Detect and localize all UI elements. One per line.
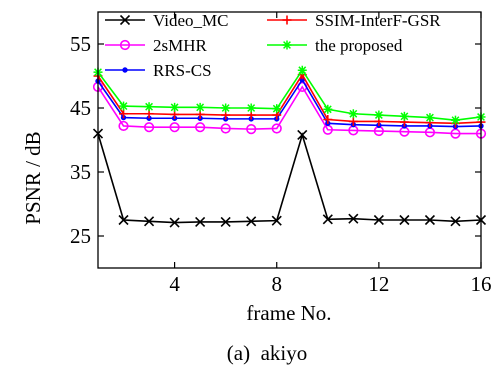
series-the-proposed-point (450, 115, 460, 125)
series-the-proposed-point (374, 110, 384, 120)
series-the-proposed-point (272, 104, 282, 114)
series-video-mc-point (195, 216, 206, 227)
series-the-proposed-line (97, 68, 482, 121)
series-2smhr-line (97, 85, 481, 135)
series-video-mc-point (450, 216, 461, 227)
legend-label: Video_MC (153, 11, 228, 30)
legend-item-the-proposed: the proposed (267, 36, 403, 55)
axes-layer: 4 8 12 16 25 35 45 55 (70, 11, 492, 296)
y-axis-label: PSNR / dB (21, 131, 45, 224)
series-video-mc-point (271, 215, 282, 226)
legend-item-video-mc: Video_MC (105, 11, 228, 30)
x-tick-label: 8 (271, 272, 282, 296)
x-axis-label: frame No. (246, 301, 331, 325)
plot-frame (97, 11, 482, 269)
series-2smhr-point (450, 128, 461, 139)
legend-label: the proposed (315, 36, 403, 55)
series-video-mc-line (97, 132, 482, 224)
legend-label: 2sMHR (153, 36, 208, 55)
legend-marker (282, 40, 292, 50)
series-the-proposed-point (246, 103, 256, 113)
series-video-mc-point (220, 216, 231, 227)
series-video-mc-point (246, 216, 257, 227)
series-ssim-interf-gsr-point (348, 116, 358, 126)
series-video-mc-point (399, 214, 410, 226)
series-2smhr-point (271, 123, 282, 134)
series-2smhr-point (246, 124, 257, 135)
series-video-mc-point (424, 214, 435, 226)
series-ssim-interf-gsr-line (97, 73, 482, 125)
plot-layer (92, 65, 487, 228)
series-2smhr (92, 81, 487, 139)
legend-marker (122, 67, 128, 73)
series-the-proposed-point (297, 65, 307, 75)
series-rrs-cs (95, 77, 484, 130)
figure-caption: (a) akiyo (227, 341, 307, 365)
series-2smhr-point (169, 122, 180, 133)
legend-item-2smhr: 2sMHR (105, 36, 208, 55)
series-ssim-interf-gsr-point (323, 115, 333, 125)
x-tick-label: 12 (368, 272, 389, 296)
series-ssim-interf-gsr-point (119, 109, 129, 119)
series-video-mc-point (322, 214, 333, 225)
series-the-proposed-point (195, 102, 205, 112)
series-the-proposed-point (144, 102, 154, 112)
series-the-proposed-point (119, 101, 129, 111)
legend-label: SSIM-InterF-GSR (315, 11, 441, 30)
series-video-mc-point (348, 213, 359, 224)
series-video-mc-point (118, 214, 129, 226)
series-the-proposed-point (399, 111, 409, 121)
series-the-proposed-point (221, 103, 231, 113)
series-the-proposed-point (170, 102, 180, 112)
series-2smhr-point (143, 122, 155, 133)
series-2smhr-point (195, 122, 206, 133)
legend-item-rrs-cs: RRS-CS (105, 61, 212, 80)
series-the-proposed-point (323, 104, 333, 114)
series-video-mc-point (144, 216, 155, 227)
legend-marker (119, 14, 131, 26)
series-2smhr-point (118, 120, 129, 132)
series-video-mc-point (297, 129, 308, 140)
series-2smhr-point (220, 123, 231, 134)
series-the-proposed-point (425, 113, 435, 123)
series-video-mc-point (373, 214, 384, 226)
y-tick-label: 55 (70, 32, 91, 56)
x-tick-label: 16 (471, 272, 492, 296)
y-tick-label: 35 (70, 160, 91, 184)
legend: Video_MC 2sMHR RRS-CS SSIM-InterF-GSR the pr… (105, 11, 441, 80)
series-video-mc-point (169, 217, 180, 228)
y-tick-label: 45 (70, 96, 91, 120)
legend-item-ssim-interf-gsr: SSIM-InterF-GSR (267, 11, 441, 30)
y-tick-label: 25 (70, 224, 91, 248)
series-rrs-cs-line (97, 78, 482, 128)
x-tick-label: 4 (169, 272, 180, 296)
legend-marker (282, 15, 292, 25)
series-the-proposed-point (348, 109, 358, 119)
series-video-mc (92, 128, 487, 228)
legend-label: RRS-CS (153, 61, 212, 80)
legend-marker (119, 39, 131, 51)
